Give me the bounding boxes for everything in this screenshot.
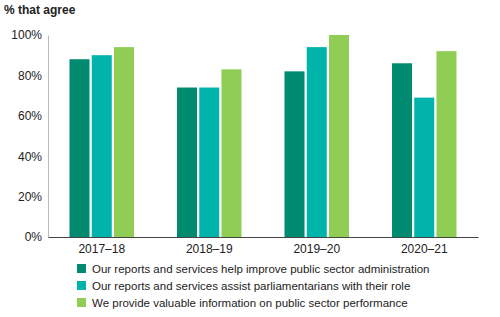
legend-swatch xyxy=(77,281,86,290)
legend-swatch xyxy=(77,264,86,273)
legend-item: Our reports and services assist parliame… xyxy=(77,280,410,292)
x-tick: 2019–20 xyxy=(293,237,340,256)
x-tick-label: 2019–20 xyxy=(293,242,340,256)
legend-label: Our reports and services assist parliame… xyxy=(92,280,410,292)
x-tick-label: 2017–18 xyxy=(78,242,125,256)
y-tick-label: 100% xyxy=(11,28,42,42)
bar xyxy=(199,88,219,237)
bar xyxy=(285,71,305,237)
bar xyxy=(92,55,112,237)
y-tick-label: 0% xyxy=(25,230,43,244)
y-tick: 0% xyxy=(25,230,48,244)
y-tick-label: 20% xyxy=(18,190,42,204)
bar xyxy=(392,63,412,237)
bar-series xyxy=(114,35,457,237)
y-tick-label: 40% xyxy=(18,150,42,164)
x-tick: 2020–21 xyxy=(401,237,448,256)
y-tick: 100% xyxy=(11,28,48,42)
chart: 0%20%40%60%80%100%2017–182018–192019–202… xyxy=(0,0,500,317)
x-tick: 2018–19 xyxy=(186,237,233,256)
plot-area xyxy=(70,35,457,237)
legend-item: Our reports and services help improve pu… xyxy=(77,263,429,275)
legend-label: Our reports and services help improve pu… xyxy=(92,263,429,275)
y-tick: 80% xyxy=(18,69,48,83)
bar-series xyxy=(92,47,435,237)
y-tick: 20% xyxy=(18,190,48,204)
bar xyxy=(114,47,134,237)
bar xyxy=(414,98,434,237)
legend-label: We provide valuable information on publi… xyxy=(92,297,408,309)
x-tick-label: 2020–21 xyxy=(401,242,448,256)
x-axis-line xyxy=(49,237,479,238)
y-tick: 40% xyxy=(18,150,48,164)
bar xyxy=(70,59,90,237)
y-axis: 0% 20% 40% 60% 80% 100% xyxy=(11,28,48,244)
bar xyxy=(329,35,349,237)
y-tick-label: 60% xyxy=(18,109,42,123)
x-tick: 2017–18 xyxy=(78,237,125,256)
bar xyxy=(436,51,456,237)
y-tick: 60% xyxy=(18,109,48,123)
y-tick-label: 80% xyxy=(18,69,42,83)
bar xyxy=(307,47,327,237)
legend-item: We provide valuable information on publi… xyxy=(77,297,408,309)
y-axis-title: % that agree xyxy=(4,3,76,17)
y-axis-line xyxy=(48,36,49,238)
legend-swatch xyxy=(77,298,86,307)
x-axis: 2017–18 2018–19 2019–20 2020–21 xyxy=(49,237,479,256)
bar xyxy=(177,88,197,237)
x-tick-label: 2018–19 xyxy=(186,242,233,256)
legend: Our reports and services help improve pu… xyxy=(77,263,429,309)
bar xyxy=(221,69,241,237)
